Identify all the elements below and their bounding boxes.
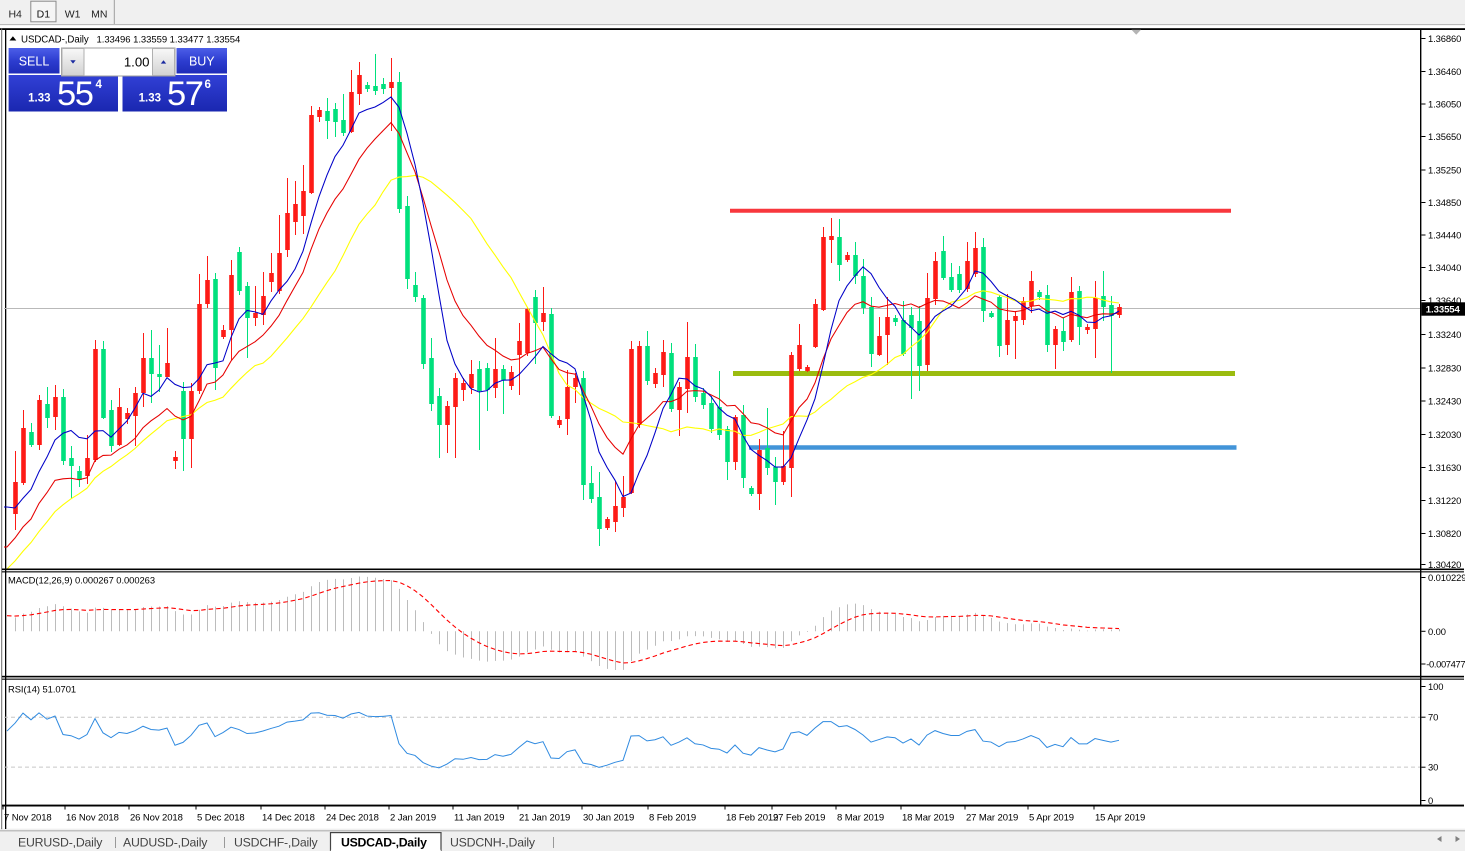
svg-text:1.34440: 1.34440 — [1428, 230, 1461, 241]
svg-text:EURUSD-,Daily: EURUSD-,Daily — [18, 836, 103, 850]
svg-text:1.33640: 1.33640 — [1428, 295, 1461, 306]
svg-text:1.31630: 1.31630 — [1428, 462, 1461, 473]
svg-text:27 Feb 2019: 27 Feb 2019 — [773, 813, 825, 824]
svg-text:1.30820: 1.30820 — [1428, 528, 1461, 539]
svg-text:100: 100 — [1428, 681, 1443, 692]
svg-text:70: 70 — [1428, 712, 1438, 723]
svg-text:SELL: SELL — [19, 55, 50, 69]
svg-text:USDCAD-,Daily: USDCAD-,Daily — [21, 34, 89, 45]
svg-text:18 Feb 2019: 18 Feb 2019 — [726, 813, 778, 824]
svg-text:8 Feb 2019: 8 Feb 2019 — [649, 813, 696, 824]
svg-text:2 Jan 2019: 2 Jan 2019 — [390, 813, 436, 824]
svg-text:AUDUSD-,Daily: AUDUSD-,Daily — [123, 836, 208, 850]
svg-text:1.00: 1.00 — [124, 55, 150, 70]
svg-text:1.30420: 1.30420 — [1428, 559, 1461, 570]
svg-text:15 Apr 2019: 15 Apr 2019 — [1095, 813, 1145, 824]
svg-text:1.32830: 1.32830 — [1428, 363, 1461, 374]
svg-text:1.36460: 1.36460 — [1428, 66, 1461, 77]
svg-text:1.34850: 1.34850 — [1428, 197, 1461, 208]
svg-text:55: 55 — [57, 75, 93, 113]
svg-text:0.010229: 0.010229 — [1428, 572, 1465, 583]
svg-text:1.36050: 1.36050 — [1428, 99, 1461, 110]
svg-text:30: 30 — [1428, 762, 1438, 773]
svg-text:7 Nov 2018: 7 Nov 2018 — [4, 813, 52, 824]
svg-text:BUY: BUY — [189, 55, 215, 69]
svg-text:USDCAD-,Daily: USDCAD-,Daily — [341, 836, 427, 850]
svg-text:5 Apr 2019: 5 Apr 2019 — [1029, 813, 1074, 824]
svg-text:18 Mar 2019: 18 Mar 2019 — [902, 813, 954, 824]
svg-text:MN: MN — [91, 9, 107, 21]
svg-text:1.34040: 1.34040 — [1428, 262, 1461, 273]
svg-text:D1: D1 — [37, 9, 51, 21]
svg-text:1.33: 1.33 — [28, 93, 50, 105]
svg-text:30 Jan 2019: 30 Jan 2019 — [583, 813, 634, 824]
svg-text:1.33240: 1.33240 — [1428, 329, 1461, 340]
svg-text:1.33554: 1.33554 — [1426, 305, 1461, 316]
svg-text:27 Mar 2019: 27 Mar 2019 — [966, 813, 1018, 824]
svg-text:1.35650: 1.35650 — [1428, 131, 1461, 142]
svg-text:USDCHF-,Daily: USDCHF-,Daily — [234, 836, 319, 850]
svg-text:RSI(14) 51.0701: RSI(14) 51.0701 — [8, 684, 76, 695]
svg-text:26 Nov 2018: 26 Nov 2018 — [130, 813, 183, 824]
svg-text:MACD(12,26,9) 0.000267 0.00026: MACD(12,26,9) 0.000267 0.000263 — [8, 575, 155, 586]
svg-text:8 Mar 2019: 8 Mar 2019 — [837, 813, 884, 824]
svg-text:24 Dec 2018: 24 Dec 2018 — [326, 813, 379, 824]
svg-text:4: 4 — [96, 79, 103, 91]
svg-text:14 Dec 2018: 14 Dec 2018 — [262, 813, 315, 824]
svg-text:1.36860: 1.36860 — [1428, 33, 1461, 44]
svg-text:W1: W1 — [65, 9, 81, 21]
svg-text:1.33: 1.33 — [139, 93, 161, 105]
svg-text:1.32030: 1.32030 — [1428, 429, 1461, 440]
svg-text:1.32430: 1.32430 — [1428, 396, 1461, 407]
svg-text:57: 57 — [167, 75, 203, 113]
svg-text:16 Nov 2018: 16 Nov 2018 — [66, 813, 119, 824]
svg-text:0: 0 — [1428, 795, 1433, 806]
svg-text:USDCNH-,Daily: USDCNH-,Daily — [450, 836, 536, 850]
svg-text:6: 6 — [205, 79, 211, 91]
svg-text:21 Jan 2019: 21 Jan 2019 — [519, 813, 570, 824]
svg-text:1.33496 1.33559 1.33477 1.3355: 1.33496 1.33559 1.33477 1.33554 — [97, 34, 241, 45]
svg-text:-0.007477: -0.007477 — [1426, 659, 1465, 670]
svg-text:1.35250: 1.35250 — [1428, 165, 1461, 176]
svg-text:11 Jan 2019: 11 Jan 2019 — [454, 813, 505, 824]
svg-text:0.00: 0.00 — [1428, 626, 1446, 637]
svg-text:H4: H4 — [8, 9, 22, 21]
svg-text:5 Dec 2018: 5 Dec 2018 — [197, 813, 245, 824]
svg-text:1.31220: 1.31220 — [1428, 495, 1461, 506]
